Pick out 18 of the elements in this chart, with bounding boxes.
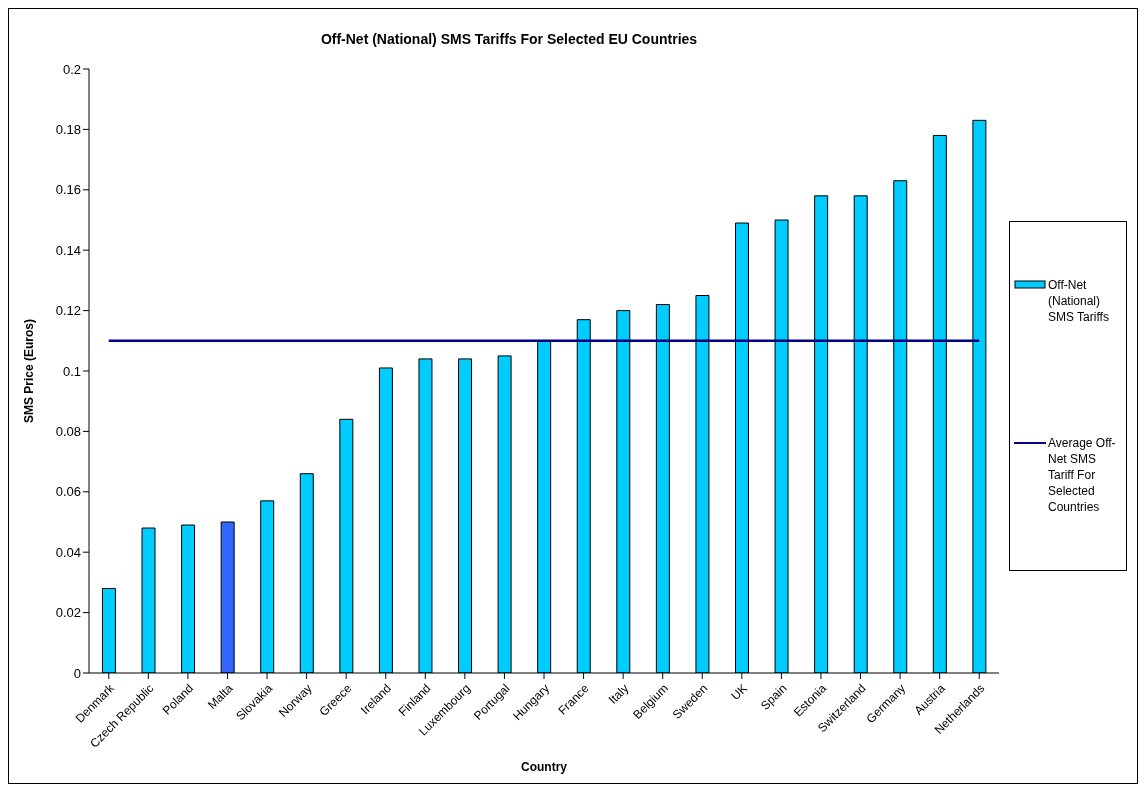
y-tick-label: 0 [73, 665, 81, 681]
y-tick-label: 0.12 [55, 303, 81, 319]
y-tick-label: 0.18 [55, 122, 81, 138]
x-axis-title: Country [521, 760, 568, 774]
y-tick-label: 0.02 [55, 605, 81, 621]
legend-label: Average Off-Net SMS Tariff For Selected Countries [1048, 435, 1117, 515]
y-tick-label: 0.04 [55, 544, 81, 560]
x-tick-label: UK [728, 681, 750, 703]
y-tick-label: 0.14 [55, 242, 81, 258]
legend-label: Off-Net (National) SMS Tariffs [1048, 277, 1110, 325]
y-tick-label: 0.2 [62, 61, 81, 77]
y-tick-label: 0.16 [55, 182, 81, 198]
y-tick-label: 0.1 [62, 363, 81, 379]
y-tick-label: 0.06 [55, 484, 81, 500]
y-axis-title: SMS Price (Euros) [22, 318, 37, 424]
x-tick-label: Italy [605, 681, 632, 707]
y-tick-label: 0.08 [55, 424, 81, 440]
chart-title: Off-Net (National) SMS Tariffs For Selected EU Countries [319, 31, 699, 47]
